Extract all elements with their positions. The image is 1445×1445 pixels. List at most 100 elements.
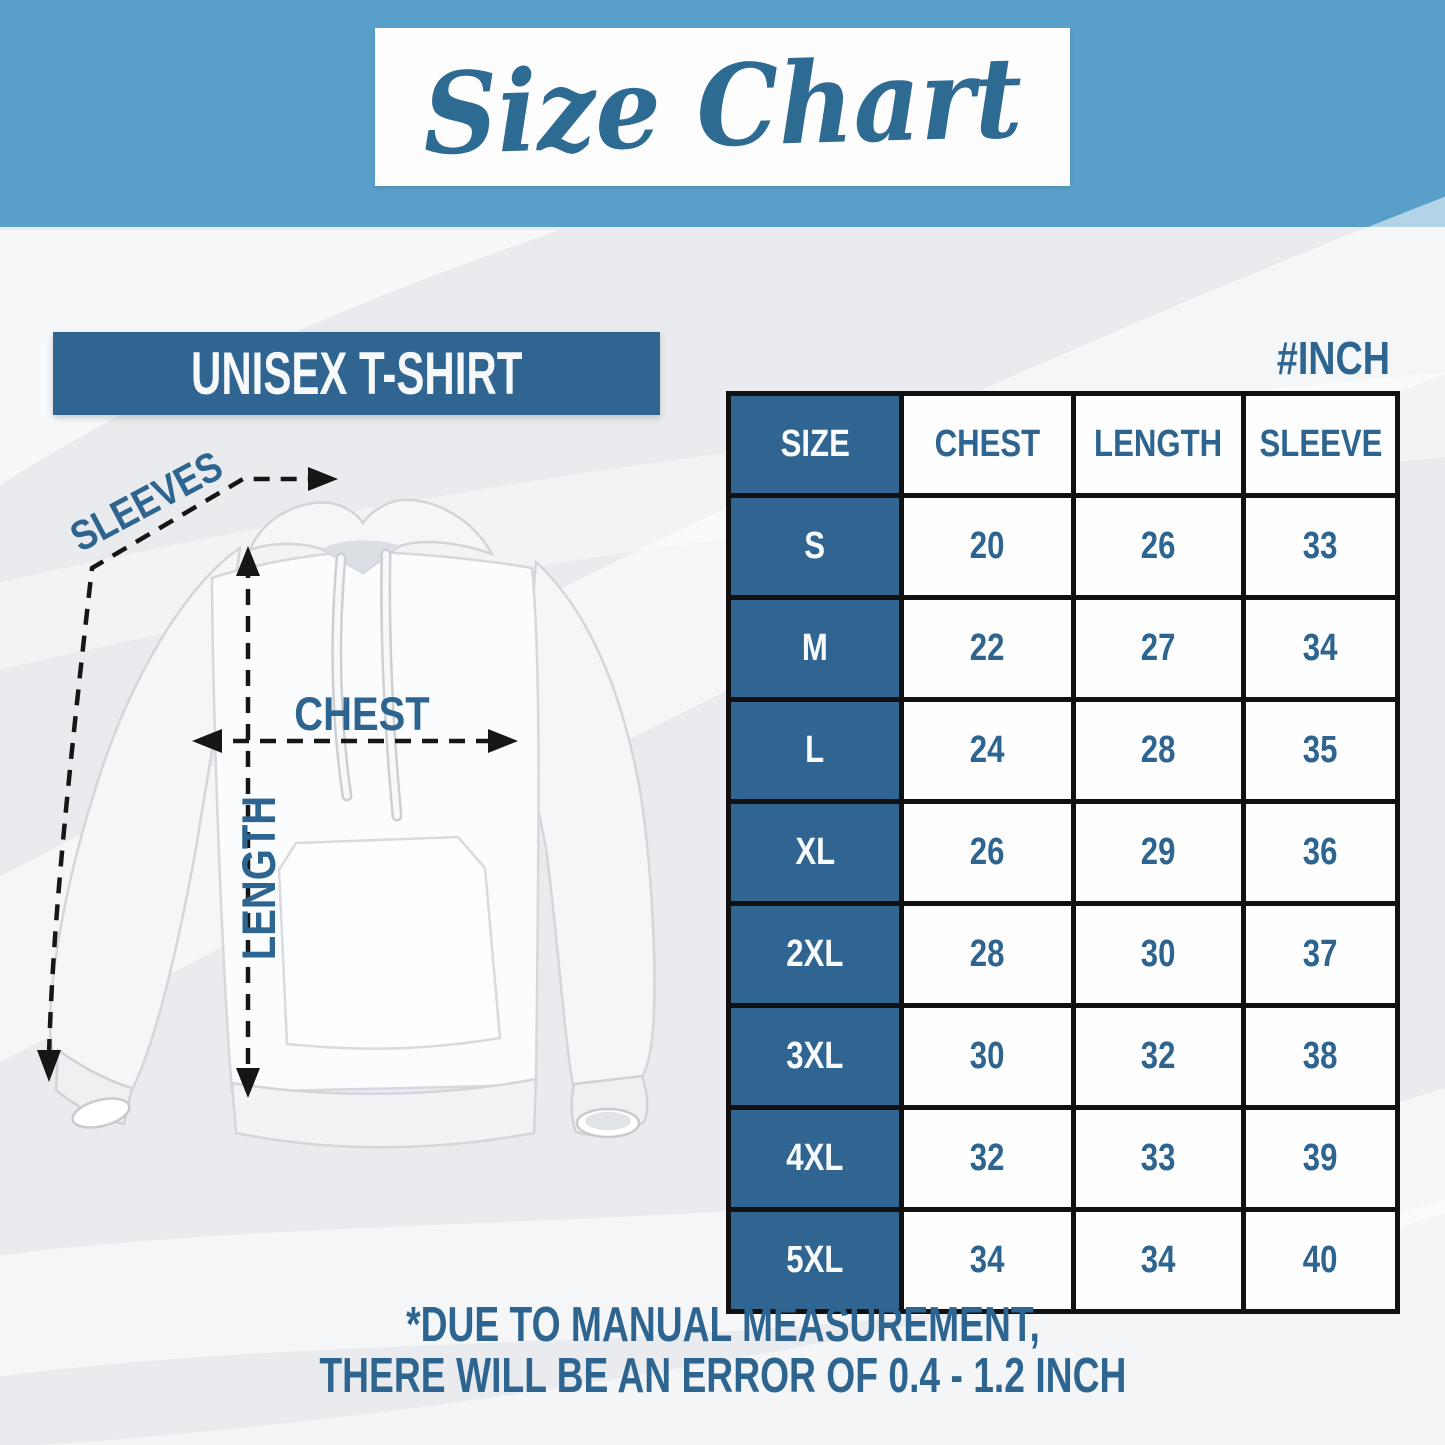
- sleeve-cell-text: 34: [1303, 627, 1338, 669]
- column-header-sleeve: SLEEVE: [1241, 391, 1400, 498]
- length-cell-text: 29: [1140, 831, 1176, 873]
- sleeves-arrowhead-right: [308, 467, 338, 491]
- length-cell-text: 32: [1140, 1035, 1176, 1077]
- chest-cell-text: 34: [969, 1239, 1005, 1281]
- sleeve-cell: 37: [1241, 901, 1400, 1008]
- size-cell-text: L: [805, 729, 825, 771]
- size-cell-text: S: [804, 525, 826, 567]
- length-cell: 30: [1070, 901, 1247, 1008]
- column-header-chest: CHEST: [898, 391, 1076, 498]
- size-cell-text: 5XL: [786, 1239, 844, 1281]
- length-cell-text: 27: [1140, 627, 1176, 669]
- disclaimer-line-1-text: *DUE TO MANUAL MEASUREMENT,: [405, 1298, 1040, 1352]
- chest-cell: 20: [898, 493, 1076, 600]
- chest-cell: 22: [898, 595, 1076, 702]
- measurement-arrows: [46, 476, 504, 1082]
- disclaimer-line-2-text: THERE WILL BE AN ERROR OF 0.4 - 1.2 INCH: [319, 1349, 1126, 1403]
- chest-cell-text: 28: [969, 933, 1005, 975]
- table-header-row: SIZE CHEST LENGTH SLEEVE: [726, 391, 1400, 498]
- unit-label-text: #INCH: [1276, 332, 1390, 384]
- length-cell-text: 34: [1140, 1239, 1176, 1281]
- sleeve-cell: 34: [1241, 595, 1400, 702]
- chest-cell-text: 26: [969, 831, 1005, 873]
- title-box: Size Chart: [375, 28, 1070, 186]
- length-cell-text: 33: [1140, 1137, 1176, 1179]
- chest-arrowhead-right: [488, 729, 518, 753]
- hoodie-right-sleeve: [520, 559, 656, 1093]
- table-row: M 22 27 34: [726, 595, 1400, 702]
- size-cell: S: [726, 493, 904, 600]
- arrowheads: [37, 467, 518, 1098]
- chest-cell-text: 32: [969, 1137, 1005, 1179]
- chest-cell-text: 24: [969, 729, 1005, 771]
- chest-cell: 34: [898, 1207, 1076, 1314]
- length-cell: 26: [1070, 493, 1247, 600]
- size-cell: M: [726, 595, 904, 702]
- chest-arrowhead-left: [192, 729, 222, 753]
- sleeve-cell-text: 35: [1303, 729, 1338, 771]
- table-row: 2XL 28 30 37: [726, 901, 1400, 1008]
- length-arrowhead-up: [236, 546, 260, 576]
- hoodie-left-cuff-opening: [71, 1097, 131, 1129]
- size-cell: 5XL: [726, 1207, 904, 1314]
- sleeve-cell: 35: [1241, 697, 1400, 804]
- length-cell-text: 28: [1140, 729, 1176, 771]
- sleeve-cell-text: 37: [1303, 933, 1338, 975]
- size-cell: XL: [726, 799, 904, 906]
- size-cell-text: 3XL: [786, 1035, 844, 1077]
- size-cell: 2XL: [726, 901, 904, 1008]
- size-cell: L: [726, 697, 904, 804]
- hoodie-hem-band: [230, 1077, 538, 1149]
- column-header-length: LENGTH: [1070, 391, 1247, 498]
- chest-cell-text: 20: [969, 525, 1005, 567]
- product-banner: UNISEX T-SHIRT: [53, 332, 660, 415]
- unit-label: #INCH: [1150, 331, 1390, 385]
- sleeve-cell-text: 38: [1303, 1035, 1338, 1077]
- length-cell-text: 30: [1140, 933, 1176, 975]
- size-cell-text: XL: [794, 831, 835, 873]
- hoodie-pocket: [277, 835, 502, 1050]
- length-cell: 27: [1070, 595, 1247, 702]
- sleeve-cell: 33: [1241, 493, 1400, 600]
- size-cell: 3XL: [726, 1003, 904, 1110]
- column-header-size-text: SIZE: [780, 423, 850, 465]
- length-cell: 28: [1070, 697, 1247, 804]
- length-cell: 33: [1070, 1105, 1247, 1212]
- hoodie-right-cuff-shadow: [585, 1112, 631, 1130]
- sleeve-cell: 36: [1241, 799, 1400, 906]
- length-label: LENGTH: [234, 796, 286, 960]
- table-row: S 20 26 33: [726, 493, 1400, 600]
- column-header-chest-text: CHEST: [934, 423, 1040, 465]
- hoodie-drawstring-right-highlight: [382, 551, 400, 819]
- size-cell-text: 4XL: [786, 1137, 844, 1179]
- table-row: 4XL 32 33 39: [726, 1105, 1400, 1212]
- disclaimer: *DUE TO MANUAL MEASUREMENT, THERE WILL B…: [0, 1300, 1445, 1402]
- column-header-sleeve-text: SLEEVE: [1259, 423, 1383, 465]
- table-row: L 24 28 35: [726, 697, 1400, 804]
- table-row: XL 26 29 36: [726, 799, 1400, 906]
- length-cell-text: 26: [1140, 525, 1176, 567]
- hoodie-drawstring-left-highlight: [333, 555, 350, 799]
- chest-cell: 30: [898, 1003, 1076, 1110]
- table-row: 5XL 34 34 40: [726, 1207, 1400, 1314]
- sleeves-arrowhead-down: [37, 1050, 61, 1082]
- column-header-length-text: LENGTH: [1094, 423, 1223, 465]
- sleeve-cell-text: 39: [1303, 1137, 1338, 1179]
- hoodie-illustration: [48, 498, 656, 1149]
- length-cell: 29: [1070, 799, 1247, 906]
- length-cell: 32: [1070, 1003, 1247, 1110]
- length-arrowhead-down: [236, 1068, 260, 1098]
- chest-cell: 28: [898, 901, 1076, 1008]
- top-banner: Size Chart: [0, 0, 1445, 227]
- chest-cell-text: 22: [969, 627, 1005, 669]
- disclaimer-line-1: *DUE TO MANUAL MEASUREMENT,: [0, 1300, 1445, 1351]
- size-cell-text: 2XL: [786, 933, 844, 975]
- size-table: SIZE CHEST LENGTH SLEEVE S 20 26 33 M 22…: [726, 391, 1400, 1314]
- hoodie-neck-shadow: [322, 540, 400, 573]
- chest-cell: 26: [898, 799, 1076, 906]
- chest-label: CHEST: [294, 689, 430, 741]
- sleeve-cell: 39: [1241, 1105, 1400, 1212]
- length-cell: 34: [1070, 1207, 1247, 1314]
